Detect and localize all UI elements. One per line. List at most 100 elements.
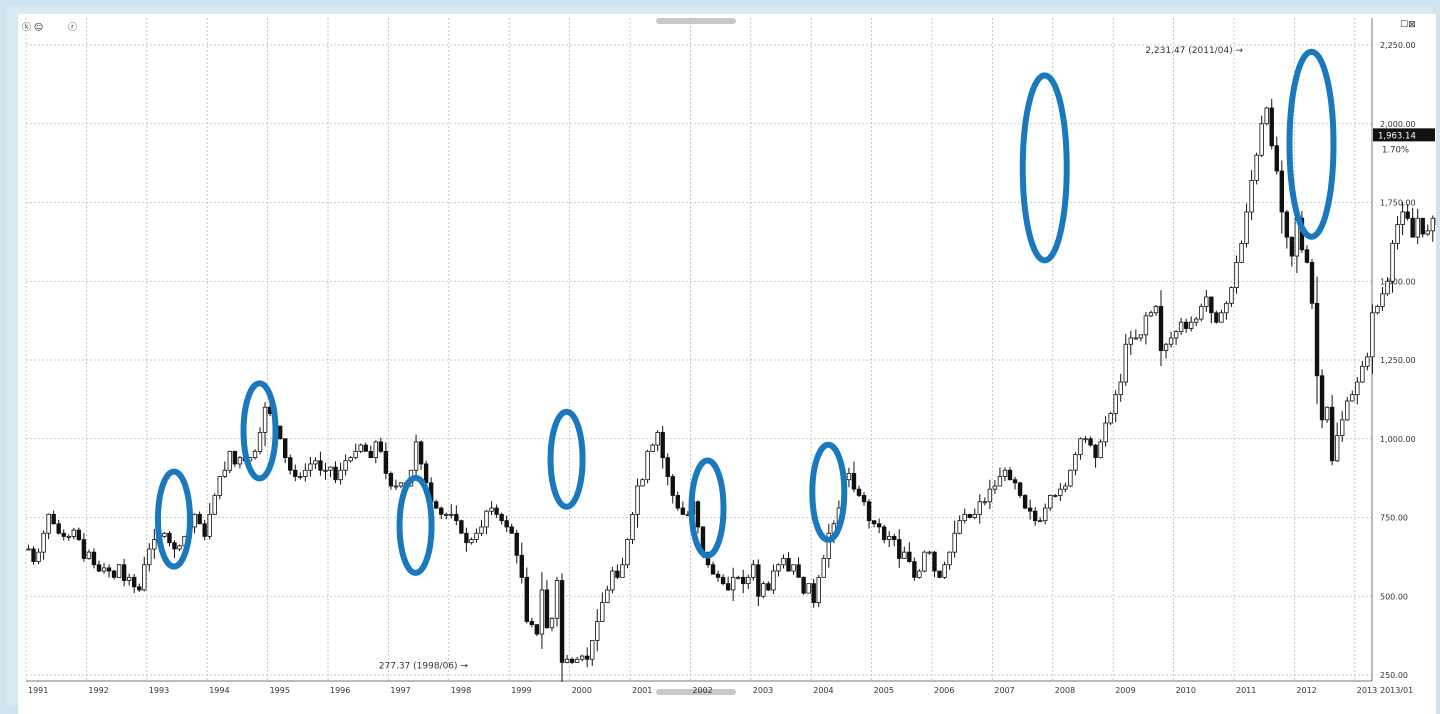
candle-body <box>132 576 137 588</box>
candle-body <box>504 520 509 528</box>
y-tick-label: 500.00 <box>1380 592 1408 601</box>
candle-body <box>1022 495 1028 509</box>
candle-body <box>856 488 862 496</box>
candle-body <box>308 463 313 471</box>
candle-body <box>338 469 343 481</box>
candle-body <box>1173 331 1179 339</box>
candle-body <box>91 551 97 566</box>
candle-body <box>1214 312 1219 323</box>
candle-body <box>1229 287 1234 304</box>
candle-body <box>876 523 882 528</box>
candle-body <box>1123 343 1128 383</box>
candle-body <box>544 589 550 629</box>
candle-body <box>41 532 46 553</box>
candle-body <box>489 507 494 512</box>
candle-body <box>439 507 444 515</box>
candle-body <box>660 432 665 459</box>
candle-body <box>564 658 570 663</box>
candle-body <box>459 520 464 534</box>
candle-body <box>1309 261 1315 304</box>
candle-body <box>866 501 872 522</box>
candle-body <box>378 441 384 452</box>
candle-body <box>1380 293 1385 307</box>
highlight-ellipse <box>154 468 193 570</box>
candle-body <box>972 513 977 518</box>
x-tick-label: 2005 <box>874 686 894 695</box>
x-tick-label: 2011 <box>1236 686 1256 695</box>
candle-body <box>333 466 338 481</box>
candle-body <box>368 450 373 459</box>
candle-body <box>519 554 524 578</box>
candle-body <box>861 495 867 503</box>
toolbar-settings-icon[interactable]: ⓡ <box>68 23 78 33</box>
candle-body <box>1430 217 1435 232</box>
candle-body <box>1012 479 1018 484</box>
candle-body <box>569 658 575 663</box>
candle-body <box>1355 381 1360 396</box>
candle-body <box>776 564 781 572</box>
candle-body <box>474 532 479 540</box>
candle-body <box>56 523 61 534</box>
candle-body <box>106 567 112 572</box>
candle-body <box>323 469 328 472</box>
candle-body <box>454 513 459 522</box>
candle-body <box>167 532 172 544</box>
candle-body <box>1234 261 1239 288</box>
candle-body <box>680 507 686 515</box>
candle-body <box>590 639 595 660</box>
candle-body <box>1043 507 1048 522</box>
candle-body <box>675 495 680 509</box>
candle-body <box>595 621 600 641</box>
candle-body <box>746 576 751 585</box>
toolbar-left-icons[interactable]: ⓚ ☺ <box>22 23 44 33</box>
candle-body <box>932 551 937 572</box>
candle-body <box>781 558 786 566</box>
candle-body <box>303 469 308 477</box>
candle-body <box>997 476 1003 487</box>
candle-body <box>801 576 806 594</box>
x-tick-label: 1995 <box>270 686 290 695</box>
candle-body <box>358 444 363 452</box>
candle-body <box>952 532 957 553</box>
candle-body <box>1279 170 1284 213</box>
candle-body <box>1088 438 1093 446</box>
x-tick-label: 2003 <box>753 686 773 695</box>
candle-body <box>137 586 142 591</box>
x-tick-label: 2002 <box>692 686 712 695</box>
candle-body <box>897 539 902 559</box>
candle-body <box>554 580 560 619</box>
highlight-ellipse <box>1019 72 1070 264</box>
candle-body <box>237 457 243 465</box>
candle-body <box>1329 406 1335 462</box>
candle-body <box>26 548 31 551</box>
candle-body <box>1304 249 1310 263</box>
candle-body <box>796 564 801 578</box>
candle-body <box>177 545 182 550</box>
candle-body <box>1128 337 1133 345</box>
candle-body <box>1390 243 1395 282</box>
candle-body <box>1249 180 1254 213</box>
candle-body <box>433 501 439 509</box>
candle-body <box>1017 482 1023 496</box>
candle-body <box>222 469 227 477</box>
candle-body <box>1113 394 1118 414</box>
candle-body <box>912 561 917 578</box>
toolbar-window-icons[interactable]: ☐⊠ <box>1400 20 1416 30</box>
candle-body <box>902 551 907 559</box>
candle-body <box>1007 469 1013 481</box>
candle-body <box>444 513 449 516</box>
candle-body <box>66 536 71 538</box>
candle-body <box>725 583 731 591</box>
candle-body <box>116 564 122 578</box>
candle-body <box>529 621 535 626</box>
candle-body <box>1103 422 1108 443</box>
candle-body <box>81 539 87 559</box>
candle-body <box>494 507 499 515</box>
candle-body <box>720 576 726 585</box>
candle-body <box>1183 321 1189 329</box>
candle-body <box>942 564 947 578</box>
x-tick-label: 2000 <box>572 686 592 695</box>
top-scroll-handle[interactable] <box>656 18 736 24</box>
bottom-scroll-handle[interactable] <box>656 689 736 695</box>
candle-body <box>549 617 555 629</box>
